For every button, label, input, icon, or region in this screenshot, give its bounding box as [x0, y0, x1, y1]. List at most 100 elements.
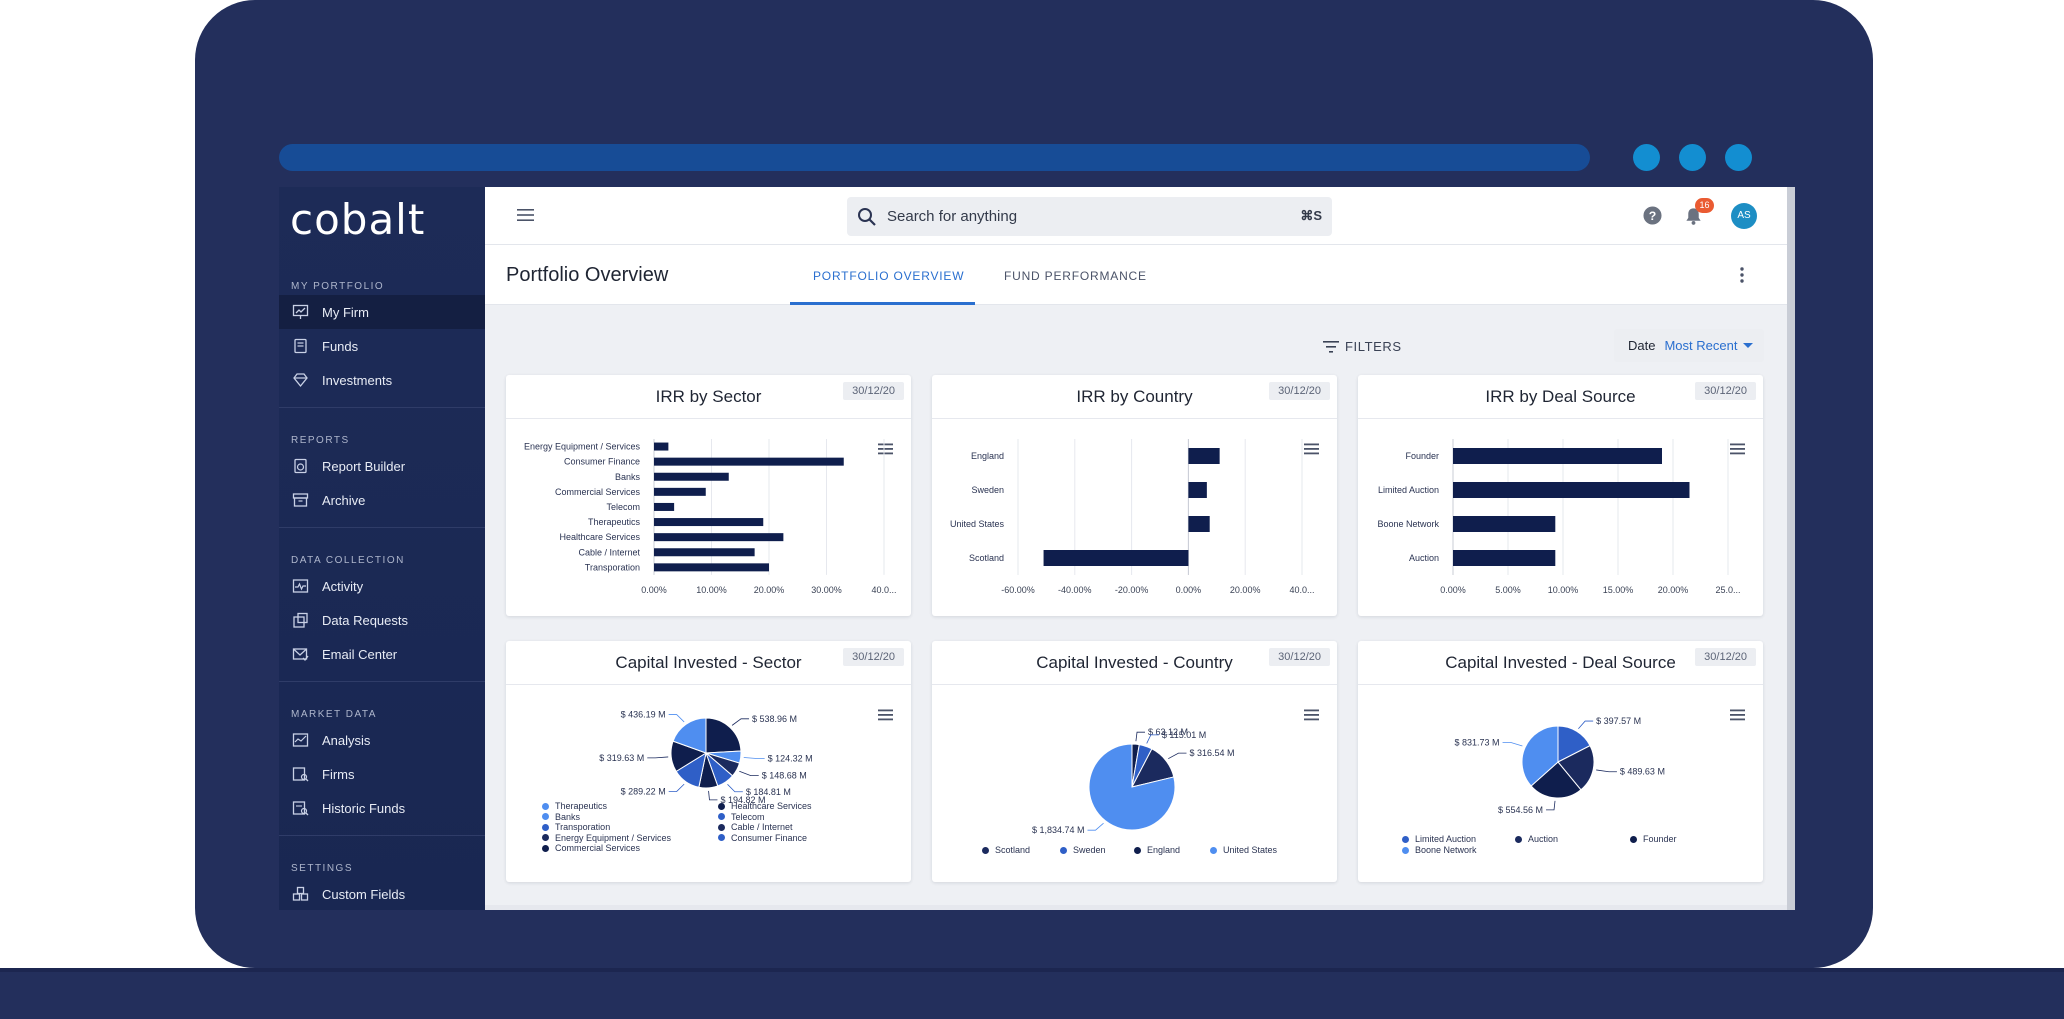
legend-item-healthcare-services[interactable]: Healthcare Services	[718, 801, 812, 811]
bar-united-states[interactable]	[1188, 516, 1210, 532]
legend-label: Banks	[555, 811, 581, 822]
bar-boone-network[interactable]	[1453, 516, 1556, 532]
pie-slice-commercial-services[interactable]	[705, 717, 742, 754]
legend-label: Energy Equipment / Services	[555, 832, 672, 843]
bar-consumer-finance[interactable]	[654, 457, 844, 466]
book-icon	[291, 338, 309, 354]
pie-data-label: $ 436.19 M	[621, 710, 666, 720]
bar-transporation[interactable]	[654, 563, 769, 572]
sidebar-item-investments[interactable]: Investments	[279, 363, 485, 397]
pie-slice-founder[interactable]	[1530, 761, 1582, 799]
sidebar-item-my-firm[interactable]: My Firm	[279, 295, 485, 329]
legend-dot	[542, 844, 549, 852]
bar-therapeutics[interactable]	[654, 518, 764, 527]
chart-menu-icon[interactable]	[878, 709, 893, 721]
scrollbar[interactable]	[1787, 187, 1795, 910]
legend-dot	[542, 813, 549, 820]
chart-menu-icon[interactable]	[1304, 709, 1319, 721]
bar-energy-equipment-services[interactable]	[654, 442, 669, 451]
sidebar-section-heading: DATA COLLECTION	[291, 555, 405, 566]
legend-item-therapeutics[interactable]: Therapeutics	[542, 801, 607, 811]
chart-menu-icon[interactable]	[1730, 709, 1745, 721]
sidebar-item-archive[interactable]: Archive	[279, 483, 485, 517]
hamburger-menu-icon[interactable]	[517, 208, 534, 222]
bar-auction[interactable]	[1453, 550, 1556, 566]
bar-sweden[interactable]	[1188, 482, 1207, 498]
sidebar-divider	[279, 407, 485, 408]
chart-date-badge: 30/12/20	[1269, 382, 1330, 400]
pie-slice-auction[interactable]	[1557, 744, 1595, 791]
data-request-icon	[291, 612, 309, 628]
sidebar-item-report-builder[interactable]: Report Builder	[279, 449, 485, 483]
sidebar-item-historic-funds[interactable]: Historic Funds	[279, 791, 485, 825]
legend-label: Therapeutics	[555, 801, 608, 811]
sidebar-item-email-center[interactable]: Email Center	[279, 637, 485, 671]
sidebar-item-analysis[interactable]: Analysis	[279, 723, 485, 757]
legend-item-consumer-finance[interactable]: Consumer Finance	[718, 833, 807, 843]
pie-slice-united-states[interactable]	[1088, 743, 1176, 831]
legend-item-limited-auction[interactable]: Limited Auction	[1402, 834, 1476, 844]
legend-item-england[interactable]: England	[1134, 845, 1180, 855]
legend-item-auction[interactable]: Auction	[1515, 834, 1558, 844]
legend-item-telecom[interactable]: Telecom	[718, 812, 765, 822]
chart-menu-icon[interactable]	[1730, 443, 1745, 455]
chart-menu-icon[interactable]	[878, 443, 893, 455]
help-icon[interactable]: ?	[1643, 206, 1662, 225]
pie-slice-boone-network[interactable]	[1521, 725, 1559, 787]
x-tick-label: 5.00%	[1495, 585, 1521, 595]
legend-item-scotland[interactable]: Scotland	[982, 845, 1030, 855]
chart-card-irr-by-country: IRR by Country 30/12/20 -60.00% -40.00% -2…	[932, 375, 1337, 616]
legend-item-banks[interactable]: Banks	[542, 812, 580, 822]
legend-item-sweden[interactable]: Sweden	[1060, 845, 1106, 855]
user-avatar[interactable]: AS	[1731, 203, 1757, 229]
chart-menu-icon[interactable]	[1304, 443, 1319, 455]
bar-commercial-services[interactable]	[654, 487, 706, 496]
bar-cable-internet[interactable]	[654, 548, 755, 557]
legend-item-united-states[interactable]: United States	[1210, 845, 1277, 855]
window-dot-2	[1679, 144, 1706, 171]
date-select[interactable]: Date Most Recent	[1614, 329, 1764, 362]
sidebar-divider	[279, 835, 485, 836]
report-icon	[291, 458, 309, 474]
legend-item-founder[interactable]: Founder	[1630, 834, 1677, 844]
sidebar-item-funds[interactable]: Funds	[279, 329, 485, 363]
sidebar-item-data-requests[interactable]: Data Requests	[279, 603, 485, 637]
top-bar: Search for anything ⌘S ? 16 AS	[485, 187, 1795, 245]
chart-plot: -60.00% -40.00% -20.00% 0.00% 20.00% 40.0... E…	[950, 439, 1315, 595]
sidebar-item-firms[interactable]: Firms	[279, 757, 485, 791]
x-tick-label: 0.00%	[1440, 585, 1466, 595]
legend-item-commercial-services[interactable]: Commercial Services	[542, 843, 640, 853]
sidebar-item-label: Funds	[322, 338, 359, 354]
bar-scotland[interactable]	[1043, 550, 1189, 566]
chart-card-capital-invested-sector: Capital Invested - Sector 30/12/20 $ 538…	[506, 641, 911, 882]
search-input[interactable]: Search for anything ⌘S	[847, 197, 1332, 236]
more-options-icon[interactable]	[1739, 265, 1745, 285]
sidebar-item-custom-fields[interactable]: Custom Fields	[279, 877, 485, 910]
tab-portfolio-overview[interactable]: PORTFOLIO OVERVIEW	[813, 269, 965, 283]
cobalt-logo[interactable]: cobalt	[290, 195, 426, 244]
filters-button[interactable]: FILTERS	[1323, 339, 1402, 354]
pie-slice-therapeutics[interactable]	[672, 717, 707, 754]
legend-label: Cable / Internet	[731, 822, 793, 832]
bar-healthcare-services[interactable]	[654, 533, 784, 542]
x-tick-label: 40.0...	[1289, 585, 1314, 595]
legend-label: Boone Network	[1415, 845, 1477, 855]
category-label: Sweden	[971, 485, 1004, 495]
legend-label: Founder	[1643, 834, 1677, 844]
legend-item-transporation[interactable]: Transporation	[542, 822, 610, 832]
legend-item-boone-network[interactable]: Boone Network	[1402, 845, 1477, 855]
category-label: Commercial Services	[555, 487, 641, 497]
legend-item-cable-internet[interactable]: Cable / Internet	[718, 822, 793, 832]
bar-founder[interactable]	[1453, 448, 1662, 464]
bar-limited-auction[interactable]	[1453, 482, 1690, 498]
bar-banks[interactable]	[654, 472, 729, 481]
sidebar-item-activity[interactable]: Activity	[279, 569, 485, 603]
legend-item-energy-equipment-services[interactable]: Energy Equipment / Services	[542, 833, 671, 843]
bar-england[interactable]	[1188, 448, 1220, 464]
bar-telecom[interactable]	[654, 502, 675, 511]
pie-label-leader	[743, 757, 765, 759]
legend-dot	[718, 823, 725, 831]
content-bottom-edge	[485, 905, 1795, 910]
firms-icon	[291, 766, 309, 782]
tab-fund-performance[interactable]: FUND PERFORMANCE	[1004, 269, 1147, 283]
